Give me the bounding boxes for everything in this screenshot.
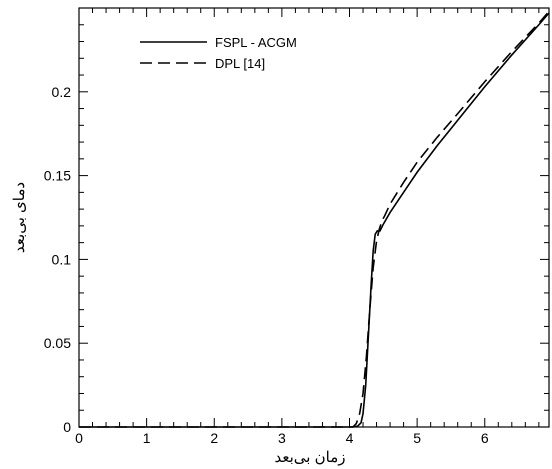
y-tick-label: 0.1 — [52, 251, 72, 267]
y-axis-title: دمای بی‌بعد — [11, 182, 28, 253]
y-tick-label: 0.15 — [44, 168, 71, 184]
x-tick-label: 1 — [143, 430, 151, 446]
x-axis-title: زمان بی‌بعد — [275, 449, 346, 466]
y-tick-label: 0.2 — [52, 84, 72, 100]
series-line-dpl — [79, 10, 550, 428]
axes: 0 1 2 3 4 5 6 0 0.05 0.1 0.15 0.2 — [44, 8, 549, 446]
legend: FSPL - ACGM DPL [14] — [140, 35, 297, 71]
axis-titles: زمان بی‌بعد دمای بی‌بعد — [11, 182, 346, 466]
legend-label: DPL [14] — [215, 56, 265, 71]
plot-frame — [78, 7, 550, 428]
y-tick-label: 0 — [63, 419, 71, 435]
series-group — [79, 10, 550, 428]
x-tick-label: 0 — [75, 430, 83, 446]
x-tick-label: 4 — [346, 430, 354, 446]
x-tick-label: 5 — [413, 430, 421, 446]
x-tick-label: 6 — [481, 430, 489, 446]
plot-area — [78, 7, 550, 428]
series-line-fspl-acgm — [79, 12, 550, 428]
y-tick-label: 0.05 — [44, 335, 71, 351]
x-tick-label: 3 — [278, 430, 286, 446]
x-tick-label: 2 — [210, 430, 218, 446]
legend-label: FSPL - ACGM — [215, 35, 297, 50]
